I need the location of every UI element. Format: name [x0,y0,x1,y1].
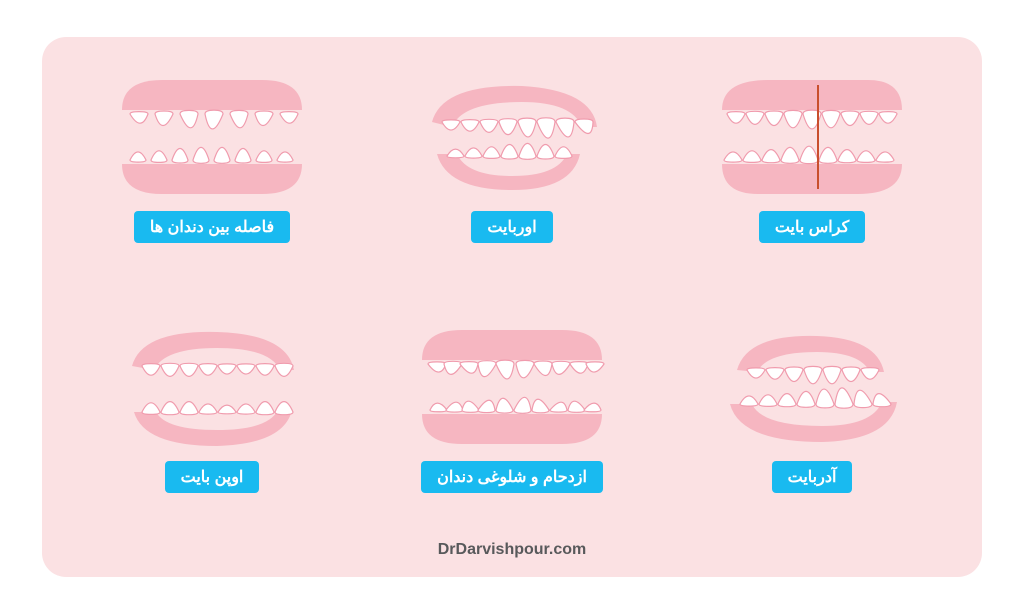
teeth-illustration-underbite [712,317,912,457]
bite-cell-crossbite: کراس بایت [682,67,942,307]
bite-label-openbite: اوپن بایت [165,461,260,493]
teeth-illustration-openbite [112,317,312,457]
teeth-illustration-overbite [412,67,612,207]
bite-label-spacing: فاصله بین دندان ها [134,211,290,243]
bite-cell-crowding: ازدحام و شلوغی دندان [382,317,642,557]
bite-cell-spacing: فاصله بین دندان ها [82,67,342,307]
bite-label-crossbite: کراس بایت [759,211,865,243]
teeth-illustration-crossbite [712,67,912,207]
bite-label-overbite: اوربایت [471,211,552,243]
bite-label-crowding: ازدحام و شلوغی دندان [421,461,603,493]
bite-cell-openbite: اوپن بایت [82,317,342,557]
credit-text: DrDarvishpour.com [42,541,982,559]
bite-types-grid: کراس بایت اوربایت فاصله بین دندان ها آدربای… [82,67,942,557]
midline-indicator [817,85,819,189]
teeth-illustration-spacing [112,67,312,207]
teeth-illustration-crowding [412,317,612,457]
infographic-card: کراس بایت اوربایت فاصله بین دندان ها آدربای… [42,37,982,577]
bite-cell-underbite: آدربایت [682,317,942,557]
bite-label-underbite: آدربایت [772,461,853,493]
bite-cell-overbite: اوربایت [382,67,642,307]
